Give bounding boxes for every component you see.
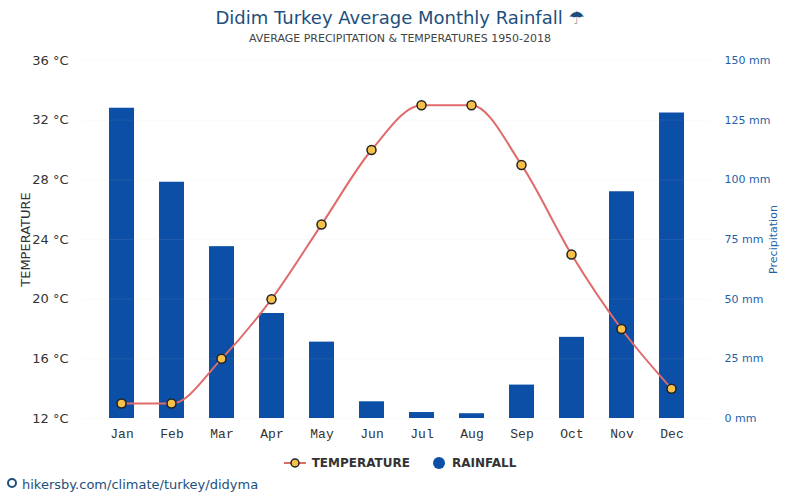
svg-text:12 °C: 12 °C [32, 411, 68, 426]
html-text:Didim Turkey Average Monthly R: Didim Turkey Average Monthly Rainfall ☂ [215, 7, 585, 28]
svg-text:Oct: Oct [560, 427, 583, 442]
svg-text:16 °C: 16 °C [32, 351, 68, 366]
html-text:hikersby.com/climate/turkey/di: hikersby.com/climate/turkey/didyma [22, 476, 259, 492]
html-text:AVERAGE PRECIPITATION & TEMPER: AVERAGE PRECIPITATION & TEMPERATURES 195… [248, 32, 552, 45]
svg-text:25 mm: 25 mm [725, 352, 764, 365]
svg-text:36 °C: 36 °C [32, 53, 68, 68]
svg-text:TEMPERATURE: TEMPERATURE [18, 192, 33, 288]
svg-text:Apr: Apr [260, 427, 283, 442]
svg-text:125 mm: 125 mm [725, 114, 771, 127]
svg-text:Jul: Jul [410, 427, 434, 442]
svg-text:75 mm: 75 mm [725, 233, 764, 246]
html-text:TEMPERATURE: TEMPERATURE [311, 456, 410, 470]
svg-text:Sep: Sep [510, 427, 533, 442]
svg-text:Dec: Dec [660, 427, 683, 442]
svg-text:Mar: Mar [210, 427, 233, 442]
svg-text:28 °C: 28 °C [32, 172, 68, 187]
svg-text:0 mm: 0 mm [725, 412, 757, 425]
svg-text:20 °C: 20 °C [32, 291, 68, 306]
svg-text:32 °C: 32 °C [32, 112, 68, 127]
svg-text:24 °C: 24 °C [32, 232, 68, 247]
svg-text:Nov: Nov [610, 427, 634, 442]
svg-text:Feb: Feb [160, 427, 183, 442]
svg-text:150 mm: 150 mm [725, 54, 771, 67]
svg-text:Jun: Jun [360, 427, 383, 442]
svg-text:100 mm: 100 mm [725, 173, 771, 186]
svg-text:Jan: Jan [110, 427, 133, 442]
svg-text:Precipitation: Precipitation [767, 205, 780, 274]
html-text:RAINFALL: RAINFALL [451, 456, 517, 470]
svg-text:May: May [310, 427, 334, 442]
svg-text:50 mm: 50 mm [725, 293, 764, 306]
svg-text:Aug: Aug [460, 427, 483, 442]
